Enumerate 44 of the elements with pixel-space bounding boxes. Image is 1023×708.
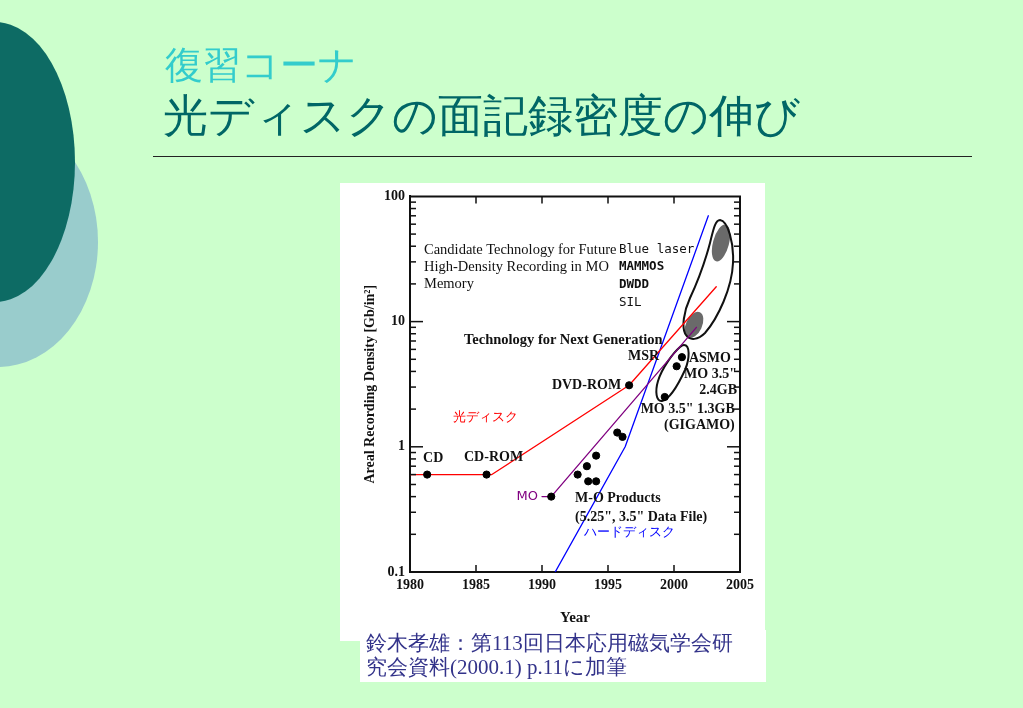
annotation: Candidate Technology for Future High-Density Recording in MO Memory — [424, 240, 617, 291]
x-tick-label: 1990 — [528, 577, 556, 593]
point — [573, 470, 582, 479]
chart-subtitle: 復習コーナ — [165, 42, 357, 89]
y-tick-label: 0.1 — [387, 563, 405, 579]
annotation: DWDD — [619, 276, 650, 292]
point — [660, 392, 669, 402]
point — [672, 362, 681, 371]
annotation: Blue laser — [619, 241, 695, 257]
point — [677, 353, 687, 362]
x-tick-label: 1985 — [462, 577, 490, 593]
x-axis-title: Year — [560, 608, 591, 625]
point — [423, 470, 432, 479]
annotation: MO 3.5" 1.3GB (GIGAMO) — [640, 400, 736, 433]
point — [547, 492, 556, 501]
x-tick-label: 1980 — [396, 577, 424, 593]
point — [584, 477, 593, 486]
annotation: MO 3.5" 2.4GB — [684, 365, 737, 397]
y-axis-title: Areal Recording Density [Gb/in²] — [362, 284, 378, 484]
series-label: ハードディスク — [583, 524, 676, 540]
point — [592, 477, 601, 486]
annotation: CD — [423, 450, 444, 466]
point — [618, 432, 627, 441]
y-tick-label: 100 — [384, 188, 405, 204]
text: 鈴木孝雄：第113回日本応用磁気学会研究会資料(2000.1) p.11に加筆 — [360, 630, 766, 682]
x-tick-label: 1995 — [594, 577, 622, 593]
y-tick-label: 1 — [398, 438, 405, 454]
point — [482, 470, 491, 479]
point — [613, 428, 622, 437]
chart-title: 光ディスクの面記録密度の伸び — [163, 88, 800, 144]
point — [625, 381, 634, 390]
annotation: CD-ROM — [464, 449, 524, 465]
text: 光ディスク — [453, 408, 519, 424]
point — [582, 462, 591, 471]
annotation: DVD-ROM — [551, 376, 622, 392]
annotation: MAMMOS — [619, 258, 665, 274]
point — [592, 451, 601, 460]
x-tick-label: 2005 — [726, 577, 754, 593]
series-label: MO — [516, 488, 538, 503]
x-tick-label: 2000 — [660, 577, 688, 593]
annotation: Technology for Next Generation — [464, 330, 663, 347]
annotation: ASMO — [688, 349, 732, 365]
annotation: SIL — [619, 294, 642, 310]
y-tick-label: 10 — [391, 313, 405, 329]
